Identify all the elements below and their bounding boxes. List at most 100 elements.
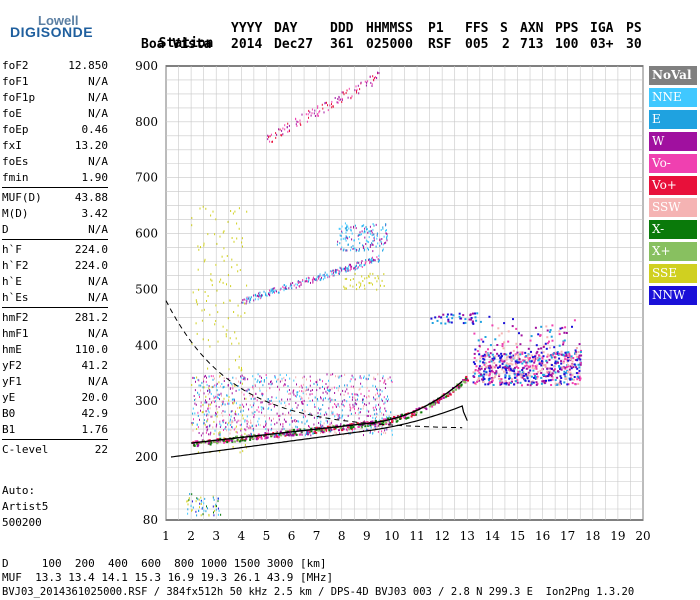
legend-item-vo-: Vo+ [649, 176, 697, 195]
echo-dot [326, 273, 328, 276]
echo-dot [413, 412, 416, 415]
echo-dot [345, 428, 347, 431]
echo-dot [237, 413, 239, 416]
echo-dot [521, 373, 524, 376]
echo-dot [372, 223, 374, 225]
echo-dot [551, 378, 554, 381]
echo-dot [354, 397, 356, 400]
echo-dot [362, 398, 363, 401]
virtual-height-trace [191, 380, 463, 444]
echo-dot [189, 493, 191, 495]
echo-dot [366, 228, 368, 231]
echo-dot [188, 497, 190, 500]
echo-dot [210, 403, 212, 406]
echo-dot [366, 428, 367, 431]
echo-dot [360, 284, 362, 287]
echo-dot [545, 325, 548, 328]
echo-dot [558, 333, 561, 336]
parameter-value: N/A [88, 327, 108, 340]
echo-dot [310, 114, 312, 117]
echo-dot [348, 426, 351, 429]
echo-dot [540, 372, 543, 374]
echo-dot [257, 433, 260, 436]
echo-dot [565, 351, 568, 354]
echo-dot [314, 115, 316, 117]
echo-dot [335, 271, 337, 274]
echo-dot [200, 434, 202, 437]
parameter-name: M(D) [2, 207, 29, 220]
echo-dot [548, 330, 551, 333]
echo-dot [559, 368, 561, 370]
echo-dot [347, 225, 349, 228]
echo-dot [239, 439, 242, 442]
echo-dot [380, 229, 382, 231]
echo-dot [432, 401, 435, 404]
echo-dot [249, 426, 251, 429]
echo-dot [373, 397, 375, 400]
echo-dot [434, 316, 437, 319]
echo-dot [491, 324, 494, 327]
echo-dot [374, 423, 377, 425]
echo-dot [540, 351, 543, 354]
echo-dot [507, 355, 510, 358]
echo-dot [234, 440, 236, 443]
echo-dot [504, 368, 507, 371]
echo-dot [472, 381, 475, 384]
echo-dot [482, 340, 485, 343]
echo-dot [200, 441, 203, 444]
echo-dot [205, 431, 207, 434]
echo-dot [358, 92, 360, 95]
echo-dot [295, 123, 297, 126]
echo-dot [488, 381, 491, 384]
echo-dot [338, 270, 340, 272]
echo-dot [536, 377, 539, 380]
echo-dot [348, 433, 350, 436]
echo-dot [209, 433, 211, 436]
echo-dot [456, 383, 459, 386]
echo-dot [558, 330, 561, 333]
echo-dot [338, 414, 340, 416]
echo-dot [388, 415, 390, 418]
parameter-row: foF1 N/A [2, 74, 108, 90]
echo-dot [569, 358, 572, 361]
echo-dot [215, 411, 217, 414]
echo-dot [493, 376, 496, 379]
echo-dot [331, 420, 333, 423]
echo-dot [498, 377, 501, 380]
echo-dot [271, 382, 273, 385]
echo-dot [211, 279, 213, 282]
echo-dot [333, 386, 335, 389]
echo-dot [326, 392, 328, 395]
echo-dot [554, 360, 557, 363]
parameter-name: foEs [2, 155, 29, 168]
echo-dot [198, 393, 200, 396]
echo-dot [563, 339, 566, 342]
echo-dot [218, 433, 220, 436]
echo-dot [353, 267, 355, 270]
echo-dot [346, 270, 348, 272]
echo-dot [516, 362, 519, 364]
echo-dot [579, 351, 582, 353]
echo-dot [381, 398, 383, 401]
echo-dot [196, 497, 198, 500]
echo-dot [535, 365, 538, 368]
echo-dot [548, 340, 550, 343]
echo-dot [222, 419, 224, 422]
echo-dot [273, 405, 275, 408]
echo-dot [498, 373, 501, 376]
echo-dot [370, 282, 372, 285]
echo-dot [360, 426, 363, 429]
echo-dot [379, 419, 381, 422]
echo-dot [549, 367, 552, 370]
echo-dot [365, 226, 367, 229]
echo-dot [534, 357, 537, 360]
echo-dot [285, 420, 287, 423]
real-height-profile [170, 405, 468, 458]
echo-dot [272, 432, 275, 434]
echo-dot [350, 407, 352, 410]
echo-dot [199, 207, 201, 210]
echo-dot [513, 370, 516, 373]
echo-dot [213, 400, 215, 403]
echo-dot [508, 365, 511, 368]
